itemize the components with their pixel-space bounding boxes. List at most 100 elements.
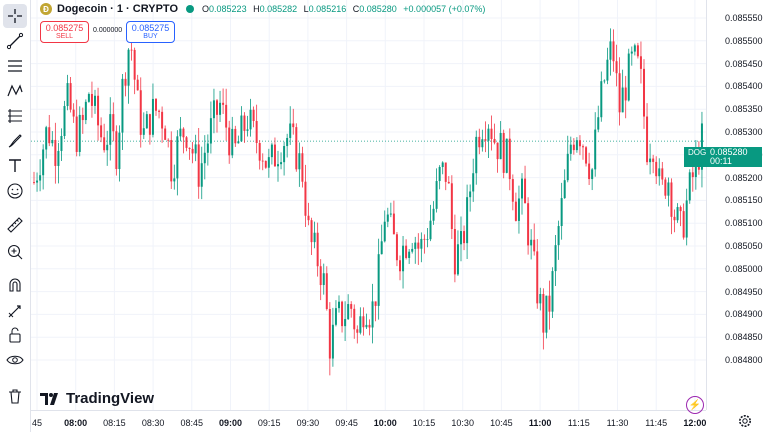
gear-icon[interactable]: [738, 414, 752, 428]
candle: [252, 106, 255, 128]
candle: [569, 136, 572, 161]
candle: [450, 175, 453, 240]
candle: [219, 90, 222, 122]
candle: [94, 89, 96, 114]
drawing-toolbar: [0, 0, 31, 432]
time-tick-label: 08:15: [103, 418, 126, 428]
spread-value: 0.000000: [93, 27, 123, 34]
candle: [289, 106, 292, 145]
candle: [347, 294, 350, 321]
symbol-title[interactable]: Dogecoin · 1 · CRYPTO: [57, 3, 179, 15]
candle: [649, 143, 652, 175]
candle: [246, 115, 249, 137]
time-tick-label: 11:00: [528, 418, 552, 428]
pattern-icon[interactable]: [3, 79, 27, 103]
magnet-icon[interactable]: [3, 273, 27, 297]
time-tick-label: 08:30: [141, 418, 165, 428]
candle: [240, 106, 243, 142]
candle: [325, 266, 328, 311]
buy-button[interactable]: 0.085275 BUY: [126, 21, 175, 43]
unlock-icon[interactable]: [3, 323, 27, 347]
price-tick-label: 0.085300: [725, 127, 763, 137]
crosshair-icon[interactable]: [3, 4, 27, 28]
candle: [151, 83, 154, 138]
candle: [142, 112, 145, 140]
candle: [545, 295, 548, 339]
horizontal-lines-icon[interactable]: [3, 54, 27, 78]
brush-icon[interactable]: [3, 129, 27, 153]
text-icon[interactable]: [3, 154, 27, 178]
candle: [469, 184, 472, 212]
price-axis[interactable]: 0.085550 0.085500 0.085450 0.085400 0.085350…: [706, 0, 768, 410]
candle: [432, 201, 435, 225]
candle: [145, 111, 148, 129]
candle: [411, 242, 414, 254]
candle: [499, 121, 502, 160]
candle: [292, 108, 295, 135]
bar-countdown: 00:11: [710, 156, 732, 166]
candle: [560, 182, 563, 240]
emoji-icon[interactable]: [3, 179, 27, 203]
candle: [408, 249, 411, 264]
price-tick-label: 0.085400: [725, 81, 763, 92]
buy-label: BUY: [143, 33, 158, 40]
candle: [182, 127, 185, 154]
candle: [463, 225, 466, 251]
candle: [148, 113, 151, 145]
price-tick-label: 0.085500: [725, 35, 763, 46]
time-tick-label: 08:00: [64, 418, 88, 428]
candle: [582, 144, 584, 160]
candle: [194, 134, 197, 162]
zoom-in-icon[interactable]: [3, 240, 27, 264]
symbol-legend[interactable]: Ð Dogecoin · 1 · CRYPTO O0.085223 H0.085…: [40, 3, 489, 15]
tradingview-logo[interactable]: TradingView: [40, 390, 154, 407]
candle: [249, 98, 252, 137]
candle: [444, 162, 447, 191]
time-tick-label: 09:00: [218, 418, 243, 428]
grid-lines: [31, 0, 706, 410]
candle: [426, 228, 429, 248]
candle: [575, 137, 578, 153]
candle: [307, 202, 310, 226]
time-tick-label: 11:45: [645, 418, 668, 428]
sell-button[interactable]: 0.085275 SELL: [40, 21, 89, 43]
candle: [527, 197, 530, 255]
candle: [270, 142, 273, 165]
fib-icon[interactable]: [3, 104, 27, 128]
candle: [441, 161, 444, 175]
last-price-tag: 0.085280 00:11: [706, 147, 762, 167]
candle: [691, 164, 694, 192]
candle: [395, 232, 398, 267]
candlestick-chart[interactable]: [31, 0, 706, 410]
candle: [286, 133, 289, 158]
candle: [481, 129, 484, 152]
candle: [508, 128, 511, 191]
candle: [578, 135, 581, 156]
trash-icon[interactable]: [3, 384, 27, 408]
candle: [362, 307, 365, 336]
candle: [399, 255, 401, 281]
trend-line-icon[interactable]: [3, 29, 27, 53]
lightning-icon[interactable]: ⚡: [686, 396, 704, 414]
candle: [591, 167, 594, 191]
candle: [161, 106, 164, 143]
candle: [685, 188, 688, 246]
candle: [618, 57, 621, 126]
time-axis[interactable]: 45 08:00 08:15 08:30 08:45 09:00 09:15 09:30 09:…: [31, 410, 706, 433]
candle: [158, 109, 161, 119]
candle: [295, 123, 298, 172]
candle: [453, 214, 456, 283]
time-tick-label: 09:30: [296, 418, 320, 428]
candle: [420, 232, 423, 263]
time-tick-label: 12:00: [683, 418, 707, 428]
candle: [133, 47, 136, 95]
eye-icon[interactable]: [3, 348, 27, 372]
ruler-icon[interactable]: [3, 213, 27, 237]
candle: [533, 223, 536, 256]
candle: [173, 164, 176, 190]
lock-drawing-icon[interactable]: [3, 299, 27, 323]
candle: [670, 178, 673, 235]
price-tick-label: 0.084800: [725, 355, 763, 365]
candle: [197, 128, 200, 199]
candle: [365, 313, 368, 330]
